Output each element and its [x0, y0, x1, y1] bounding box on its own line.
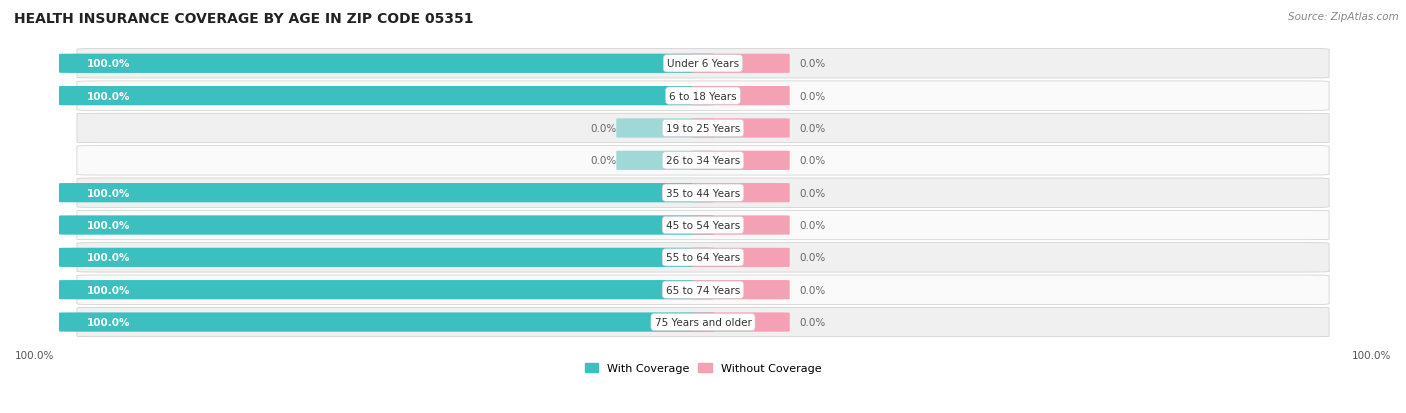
Text: 0.0%: 0.0%	[800, 188, 825, 198]
FancyBboxPatch shape	[77, 146, 1329, 176]
FancyBboxPatch shape	[77, 178, 1329, 208]
Text: 100.0%: 100.0%	[87, 221, 129, 230]
Text: 0.0%: 0.0%	[800, 253, 825, 263]
FancyBboxPatch shape	[59, 313, 714, 332]
Text: 0.0%: 0.0%	[800, 59, 825, 69]
FancyBboxPatch shape	[59, 87, 714, 106]
FancyBboxPatch shape	[692, 313, 790, 332]
FancyBboxPatch shape	[692, 119, 790, 138]
FancyBboxPatch shape	[77, 82, 1329, 111]
FancyBboxPatch shape	[77, 211, 1329, 240]
Text: 6 to 18 Years: 6 to 18 Years	[669, 91, 737, 102]
FancyBboxPatch shape	[692, 184, 790, 203]
Text: Source: ZipAtlas.com: Source: ZipAtlas.com	[1288, 12, 1399, 22]
Text: 0.0%: 0.0%	[800, 91, 825, 102]
Text: 100.0%: 100.0%	[87, 317, 129, 327]
Text: 19 to 25 Years: 19 to 25 Years	[666, 123, 740, 134]
Text: 0.0%: 0.0%	[591, 156, 616, 166]
FancyBboxPatch shape	[77, 50, 1329, 79]
FancyBboxPatch shape	[692, 216, 790, 235]
FancyBboxPatch shape	[77, 114, 1329, 143]
Text: HEALTH INSURANCE COVERAGE BY AGE IN ZIP CODE 05351: HEALTH INSURANCE COVERAGE BY AGE IN ZIP …	[14, 12, 474, 26]
Text: 100.0%: 100.0%	[1351, 350, 1391, 360]
FancyBboxPatch shape	[692, 55, 790, 74]
Text: 100.0%: 100.0%	[87, 253, 129, 263]
Text: 0.0%: 0.0%	[800, 221, 825, 230]
FancyBboxPatch shape	[692, 151, 790, 171]
FancyBboxPatch shape	[616, 119, 714, 138]
Text: 75 Years and older: 75 Years and older	[655, 317, 751, 327]
Text: 100.0%: 100.0%	[87, 188, 129, 198]
FancyBboxPatch shape	[59, 184, 714, 203]
Text: 0.0%: 0.0%	[800, 285, 825, 295]
Text: 65 to 74 Years: 65 to 74 Years	[666, 285, 740, 295]
Text: 55 to 64 Years: 55 to 64 Years	[666, 253, 740, 263]
FancyBboxPatch shape	[692, 280, 790, 299]
Text: 0.0%: 0.0%	[800, 123, 825, 134]
FancyBboxPatch shape	[692, 87, 790, 106]
Text: 35 to 44 Years: 35 to 44 Years	[666, 188, 740, 198]
Text: 0.0%: 0.0%	[800, 317, 825, 327]
Text: 100.0%: 100.0%	[15, 350, 55, 360]
Text: 100.0%: 100.0%	[87, 59, 129, 69]
FancyBboxPatch shape	[77, 275, 1329, 305]
Legend: With Coverage, Without Coverage: With Coverage, Without Coverage	[585, 363, 821, 373]
FancyBboxPatch shape	[59, 55, 714, 74]
Text: 0.0%: 0.0%	[591, 123, 616, 134]
Text: 26 to 34 Years: 26 to 34 Years	[666, 156, 740, 166]
Text: 100.0%: 100.0%	[87, 285, 129, 295]
Text: 100.0%: 100.0%	[87, 91, 129, 102]
FancyBboxPatch shape	[59, 248, 714, 267]
Text: 45 to 54 Years: 45 to 54 Years	[666, 221, 740, 230]
FancyBboxPatch shape	[59, 280, 714, 299]
Text: Under 6 Years: Under 6 Years	[666, 59, 740, 69]
FancyBboxPatch shape	[77, 308, 1329, 337]
Text: 0.0%: 0.0%	[800, 156, 825, 166]
FancyBboxPatch shape	[59, 216, 714, 235]
FancyBboxPatch shape	[77, 243, 1329, 273]
FancyBboxPatch shape	[616, 151, 714, 171]
FancyBboxPatch shape	[692, 248, 790, 267]
